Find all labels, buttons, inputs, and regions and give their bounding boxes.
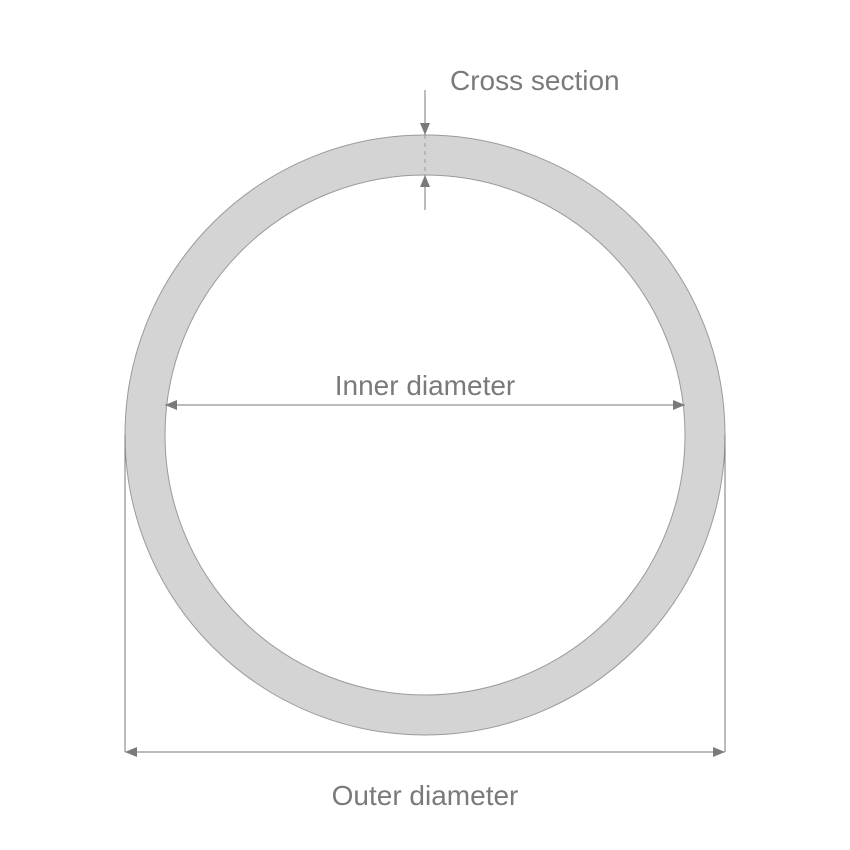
inner-diameter-label: Inner diameter — [335, 370, 516, 401]
outer-diameter-arrow — [125, 747, 725, 757]
cross-section-arrow-top — [420, 90, 430, 135]
cross-section-label: Cross section — [450, 65, 620, 96]
ring-inner — [165, 175, 685, 695]
outer-diameter-label: Outer diameter — [332, 780, 519, 811]
